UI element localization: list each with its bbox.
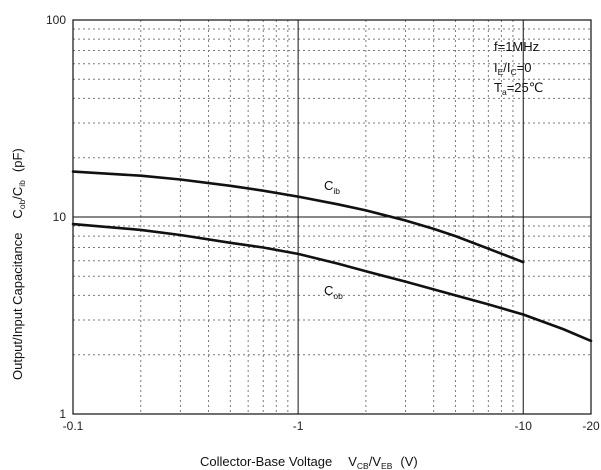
y-axis-label: Output/Input CapacitanceCob/Cib(pF) (10, 148, 27, 380)
x-tick-label: -1 (293, 419, 304, 433)
y-tick-label: 100 (46, 13, 66, 27)
x-tick-label: -0.1 (63, 419, 84, 433)
grid (73, 20, 591, 414)
condition-current: IE/IC=0 (494, 60, 532, 77)
x-tick-label: -20 (582, 419, 600, 433)
tick-labels: -0.1 -1 -10 -20 1 10 100 (46, 13, 600, 433)
plot-border (72, 19, 592, 415)
x-axis-label: Collector-Base Voltage VCB/VEB (V) (200, 454, 418, 470)
condition-frequency: f=1MHz (494, 39, 539, 54)
series-label-cib: Cib (324, 178, 340, 196)
plot-frame (72, 19, 592, 415)
series-label-cob: Cob (324, 283, 343, 301)
y-tick-label: 10 (53, 210, 67, 224)
series-line-cob (71, 222, 593, 343)
x-tick-label: -10 (515, 419, 533, 433)
series-line-cib (71, 170, 525, 264)
y-tick-label: 1 (59, 407, 66, 421)
curves (71, 170, 593, 343)
condition-temperature: Ta=25℃ (494, 80, 543, 97)
